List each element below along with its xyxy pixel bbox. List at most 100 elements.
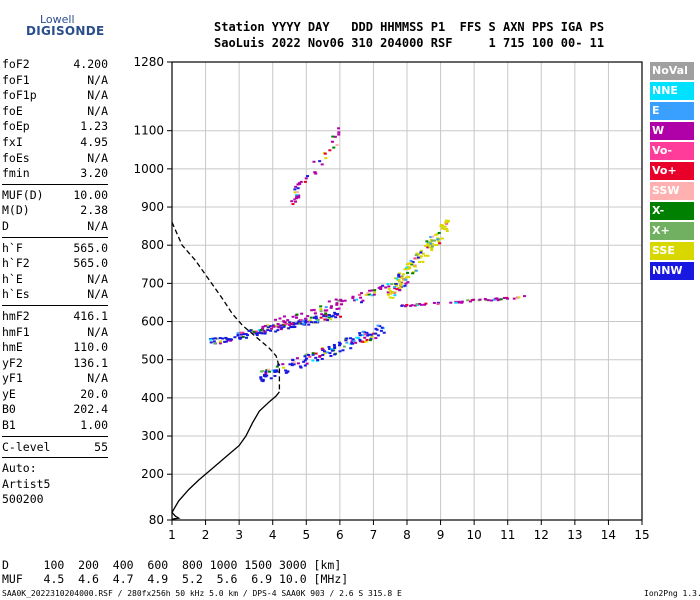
echo-point [410, 263, 414, 266]
echo-point [321, 349, 325, 352]
echo-point [274, 330, 278, 333]
echo-point [369, 337, 373, 340]
param-name: MUF(D) [2, 187, 44, 202]
echo-point [395, 277, 399, 280]
echo-point [318, 355, 322, 358]
echo-point [324, 157, 328, 160]
echo-point [360, 292, 364, 295]
param-row: C-level 55 [2, 440, 108, 456]
echo-point [247, 329, 251, 332]
echo-point [292, 322, 296, 325]
echo-point [302, 322, 306, 325]
echo-point [304, 320, 308, 323]
echo-point [398, 280, 402, 283]
echo-point [366, 291, 370, 294]
echo-point [430, 247, 434, 250]
echo-point [389, 292, 393, 295]
echo-point [354, 341, 358, 344]
echo-point [429, 240, 433, 243]
echo-point [260, 332, 264, 335]
echo-point [269, 329, 273, 332]
echo-point [498, 298, 502, 301]
echo-point [334, 298, 338, 301]
echo-point [412, 265, 416, 268]
echo-point [370, 289, 374, 292]
echo-point [302, 360, 306, 363]
echo-point [478, 298, 482, 301]
echo-point [326, 319, 330, 322]
echo-point [264, 372, 268, 375]
echo-point [254, 330, 258, 333]
echo-point [409, 259, 413, 262]
param-row: h`F 565.0 [2, 241, 108, 257]
echo-point [403, 268, 407, 271]
echo-point [368, 289, 372, 292]
echo-point [314, 352, 318, 355]
echo-point [305, 357, 309, 360]
echo-point [426, 244, 430, 247]
echo-point [323, 318, 327, 321]
echo-point [349, 342, 353, 345]
echo-point [400, 277, 404, 280]
echo-point [384, 286, 388, 289]
param-separator [2, 435, 108, 437]
y-tick-label: 800 [141, 238, 164, 252]
echo-point [295, 316, 299, 319]
echo-point [418, 302, 422, 305]
param-name: foE [2, 103, 23, 118]
echo-point [255, 334, 259, 337]
echo-point [306, 315, 310, 318]
echo-point [239, 336, 243, 339]
echo-point [308, 355, 312, 358]
param-value: N/A [87, 271, 108, 286]
echo-point [351, 296, 355, 299]
echo-point [259, 328, 263, 331]
echo-point [303, 355, 307, 358]
echo-point [309, 321, 313, 324]
echo-point [419, 255, 423, 258]
legend-item: X+ [650, 222, 694, 240]
echo-point [318, 160, 322, 163]
echo-point [444, 221, 448, 224]
param-value: N/A [87, 72, 108, 87]
echo-point [352, 299, 356, 302]
param-value: 416.1 [73, 308, 108, 323]
echo-point [399, 285, 403, 288]
param-value: 565.0 [73, 256, 108, 271]
echo-point [403, 284, 407, 287]
muf-value-row: MUF 4.5 4.6 4.7 4.9 5.2 5.6 6.9 10.0 [MH… [2, 572, 349, 586]
echo-point [443, 228, 447, 231]
echo-point [289, 326, 293, 329]
echo-point [429, 236, 433, 239]
echo-point [374, 332, 378, 335]
echo-point [344, 340, 348, 343]
echo-point [386, 291, 390, 294]
param-name: M(D) [2, 203, 30, 218]
echo-point [319, 308, 323, 311]
echo-point [261, 378, 265, 381]
echo-point [436, 302, 440, 305]
param-value: 1.00 [80, 418, 108, 433]
param-value: 10.00 [73, 187, 108, 202]
param-row: MUF(D) 10.00 [2, 188, 108, 204]
echo-point [330, 348, 334, 351]
echo-point [468, 300, 472, 303]
echo-point [238, 337, 242, 340]
echo-point [378, 325, 382, 328]
echo-point [351, 338, 355, 341]
echo-point [291, 358, 295, 361]
echo-point [319, 316, 323, 319]
echo-point [307, 354, 311, 357]
echo-point [242, 333, 246, 336]
header-values: SaoLuis 2022 Nov06 310 204000 RSF 1 715 … [214, 36, 605, 50]
echo-point [355, 336, 359, 339]
ionogram-chart: 1 2 3 4 5 6 7 8 9 10 11 12 13 14 158020030040050060070… [133, 55, 649, 542]
echo-point [327, 314, 331, 317]
echo-point [472, 298, 476, 301]
echo-point [278, 317, 282, 320]
echo-point [337, 341, 341, 344]
echo-point [311, 353, 315, 356]
echo-point [393, 287, 397, 290]
echo-point [358, 338, 362, 341]
echo-point [466, 299, 470, 302]
